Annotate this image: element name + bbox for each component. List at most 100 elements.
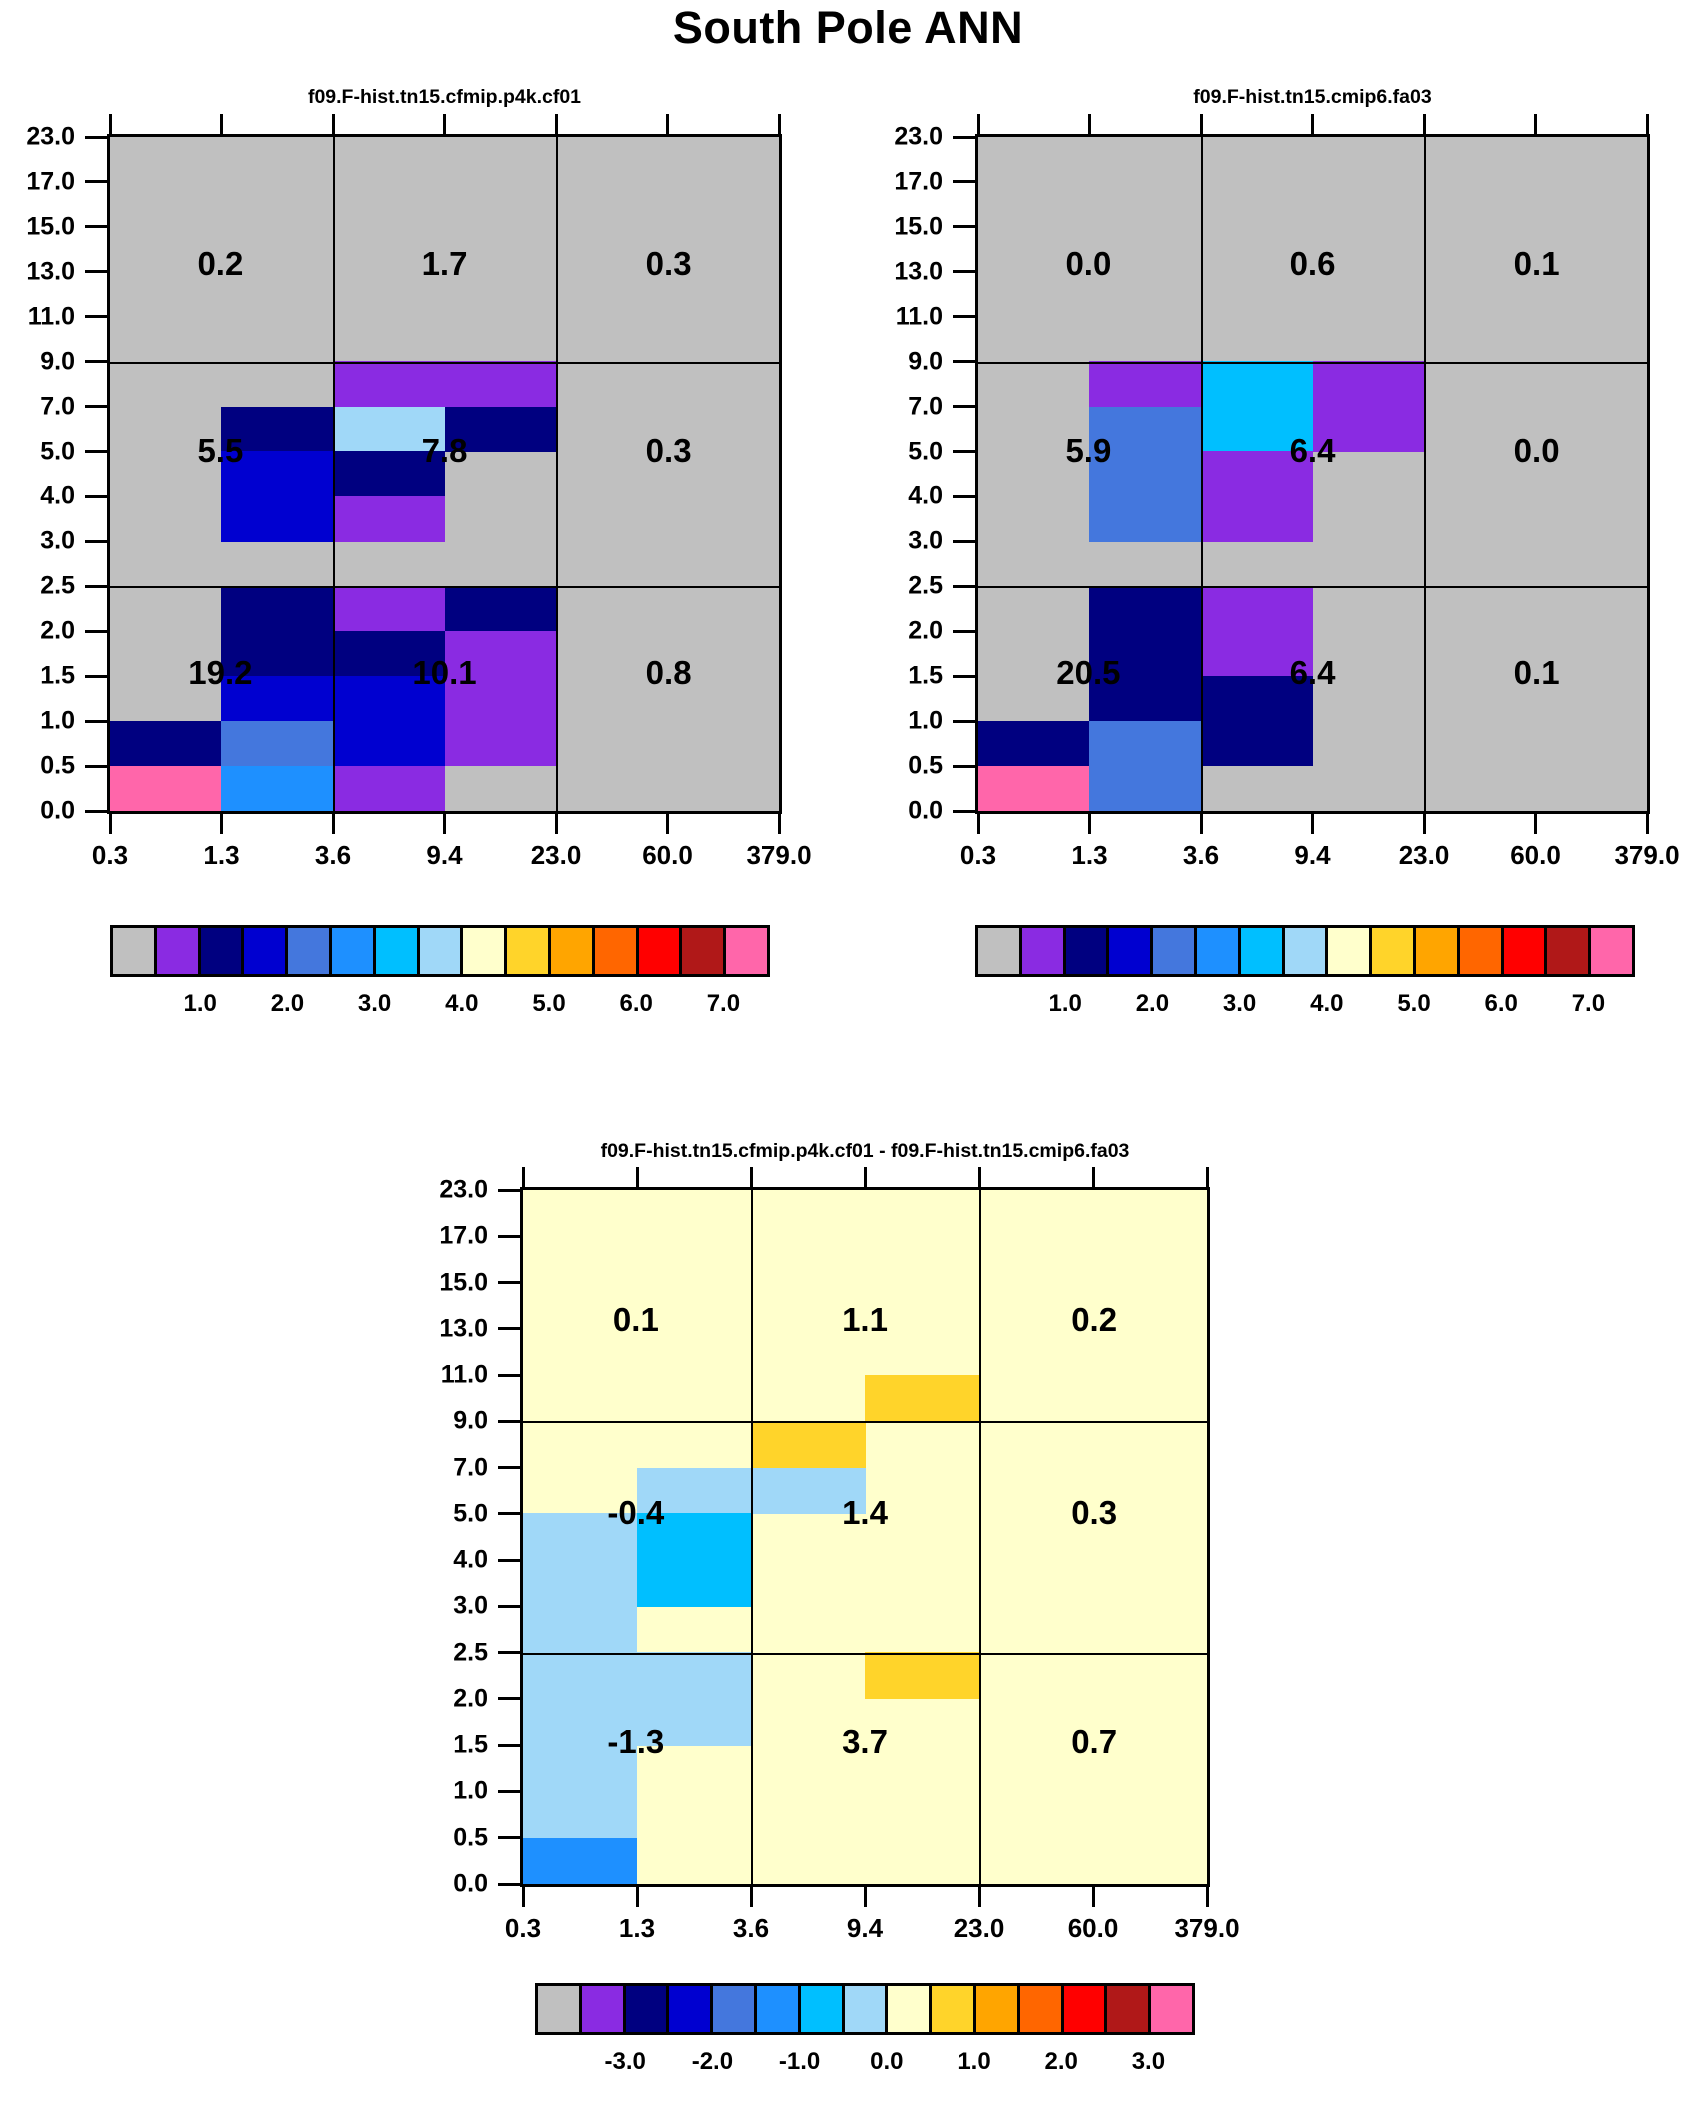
y-axis-tick-label: 4.0 xyxy=(908,481,943,510)
y-axis-tick-label: 23.0 xyxy=(894,122,943,151)
x-axis-tick-label: 1.3 xyxy=(1071,840,1108,870)
y-axis-tick-label: 13.0 xyxy=(894,257,943,286)
colorbar-tick-label: 5.0 xyxy=(1397,990,1431,1017)
x-axis-tick xyxy=(554,114,558,134)
colorbar-swatch xyxy=(1196,928,1241,974)
x-axis-tick xyxy=(976,814,980,834)
heatmap-cell xyxy=(523,1837,638,1884)
colorbar-tick-label: 1.0 xyxy=(957,2048,991,2075)
y-axis-tick-label: 1.5 xyxy=(908,661,943,690)
y-axis-tick-label: 5.0 xyxy=(453,1499,488,1528)
colorbar-swatch xyxy=(375,928,420,974)
cell-value-label: 0.1 xyxy=(1513,244,1560,282)
y-axis-tick-label: 3.0 xyxy=(453,1591,488,1620)
heatmap-cell xyxy=(332,361,557,408)
cell-value-label: 0.3 xyxy=(645,432,692,470)
y-axis-tick-label: 0.0 xyxy=(908,796,943,825)
grid-line-horizontal xyxy=(523,1652,1207,1655)
grid-line-horizontal xyxy=(978,361,1647,364)
grid-line-vertical xyxy=(750,1190,753,1884)
colorbar-swatch xyxy=(669,1986,714,2032)
colorbar-swatch xyxy=(932,1986,976,2032)
y-axis-tick-label: 7.0 xyxy=(453,1453,488,1482)
y-axis-tick-label: 3.0 xyxy=(908,526,943,555)
x-axis-tick xyxy=(1645,814,1649,834)
colorbar-swatch xyxy=(1151,1986,1192,2032)
y-axis-tick xyxy=(953,629,975,633)
y-axis-tick xyxy=(498,1743,520,1747)
colorbar-swatch xyxy=(113,928,157,974)
colorbar-tick-label: 6.0 xyxy=(619,990,653,1017)
y-axis-tick-label: 1.5 xyxy=(453,1730,488,1759)
cell-value-label: 0.0 xyxy=(1513,432,1560,470)
heatmap-cell xyxy=(332,406,446,452)
y-axis-tick-label: 15.0 xyxy=(26,212,75,241)
colorbar-tick-label: 5.0 xyxy=(532,990,566,1017)
grid-line-horizontal xyxy=(110,361,779,364)
heatmap-cell xyxy=(444,406,557,452)
heatmap-cell xyxy=(332,720,446,767)
x-axis-tick-label: 1.3 xyxy=(618,1913,656,1943)
colorbar-swatch xyxy=(682,928,727,974)
x-axis-tick xyxy=(108,114,112,134)
y-axis-tick xyxy=(498,1789,520,1793)
cell-value-label: 5.9 xyxy=(1065,432,1112,470)
cell-value-label: 0.1 xyxy=(1513,653,1560,691)
x-axis-tick xyxy=(443,114,446,134)
colorbar-tick-label: 2.0 xyxy=(1044,2048,1078,2075)
colorbar-swatch xyxy=(888,1986,933,2032)
y-axis-tick xyxy=(85,674,107,678)
y-axis-tick-label: 15.0 xyxy=(439,1268,488,1297)
x-axis-tick xyxy=(554,814,558,834)
panel-title: f09.F-hist.tn15.cfmip.p4k.cf01 - f09.F-h… xyxy=(600,1140,1130,1162)
y-axis-tick-label: 1.0 xyxy=(908,706,943,735)
y-axis-tick-label: 13.0 xyxy=(439,1314,488,1343)
x-axis-tick xyxy=(863,1167,867,1187)
y-axis-tick xyxy=(85,584,107,588)
heatmap-cell xyxy=(221,451,334,542)
y-axis-tick-label: 2.5 xyxy=(40,571,75,600)
heatmap-cell xyxy=(1089,451,1202,542)
y-axis-tick-label: 7.0 xyxy=(908,392,943,421)
colorbar-tick-label: 6.0 xyxy=(1484,990,1518,1017)
y-axis-tick xyxy=(498,1697,520,1701)
y-axis-tick xyxy=(498,1558,520,1562)
y-axis-tick xyxy=(85,719,107,723)
x-axis-tick xyxy=(777,114,781,134)
colorbar-swatch xyxy=(538,1986,582,2032)
colorbar-tick-label: -3.0 xyxy=(604,2048,646,2075)
x-axis-tick xyxy=(777,814,781,834)
grid-line-vertical xyxy=(1200,137,1203,811)
colorbar-tick-label: 2.0 xyxy=(1135,990,1170,1017)
y-axis-tick-label: 11.0 xyxy=(895,302,943,331)
colorbar-swatch xyxy=(800,1986,845,2032)
cell-value-label: 1.7 xyxy=(421,244,468,282)
heatmap-cell xyxy=(865,1652,980,1700)
page-title: South Pole ANN xyxy=(672,2,1024,53)
x-axis-tick xyxy=(521,1887,525,1907)
x-axis-tick xyxy=(1422,814,1426,834)
y-axis-tick xyxy=(498,1234,520,1238)
colorbar-swatch xyxy=(507,928,551,974)
colorbar-swatch xyxy=(713,1986,757,2032)
y-axis-tick-label: 9.0 xyxy=(908,347,943,376)
x-axis-tick xyxy=(1199,814,1203,834)
y-axis-tick xyxy=(85,270,107,274)
colorbar-tick-label: 4.0 xyxy=(445,990,479,1017)
cell-value-label: 0.8 xyxy=(645,653,692,691)
y-axis-tick-label: 15.0 xyxy=(894,212,943,241)
y-axis-tick-label: 0.5 xyxy=(453,1823,488,1852)
heatmap-cell xyxy=(523,1513,638,1607)
y-axis-tick xyxy=(953,270,975,274)
colorbar-tick-label: 4.0 xyxy=(1310,990,1344,1017)
heatmap-cell xyxy=(978,720,1090,767)
plot-area-panel-left xyxy=(107,134,782,814)
colorbar-swatch xyxy=(581,1986,626,2032)
colorbar-diff xyxy=(535,1983,1195,2035)
heatmap-cell xyxy=(523,1745,638,1839)
y-axis-tick-label: 5.0 xyxy=(40,437,75,466)
x-axis-tick-label: 3.6 xyxy=(1182,840,1220,870)
y-axis-tick-label: 23.0 xyxy=(439,1175,488,1204)
colorbar-tick-label: 7.0 xyxy=(706,990,741,1017)
x-axis-tick xyxy=(749,1887,753,1907)
